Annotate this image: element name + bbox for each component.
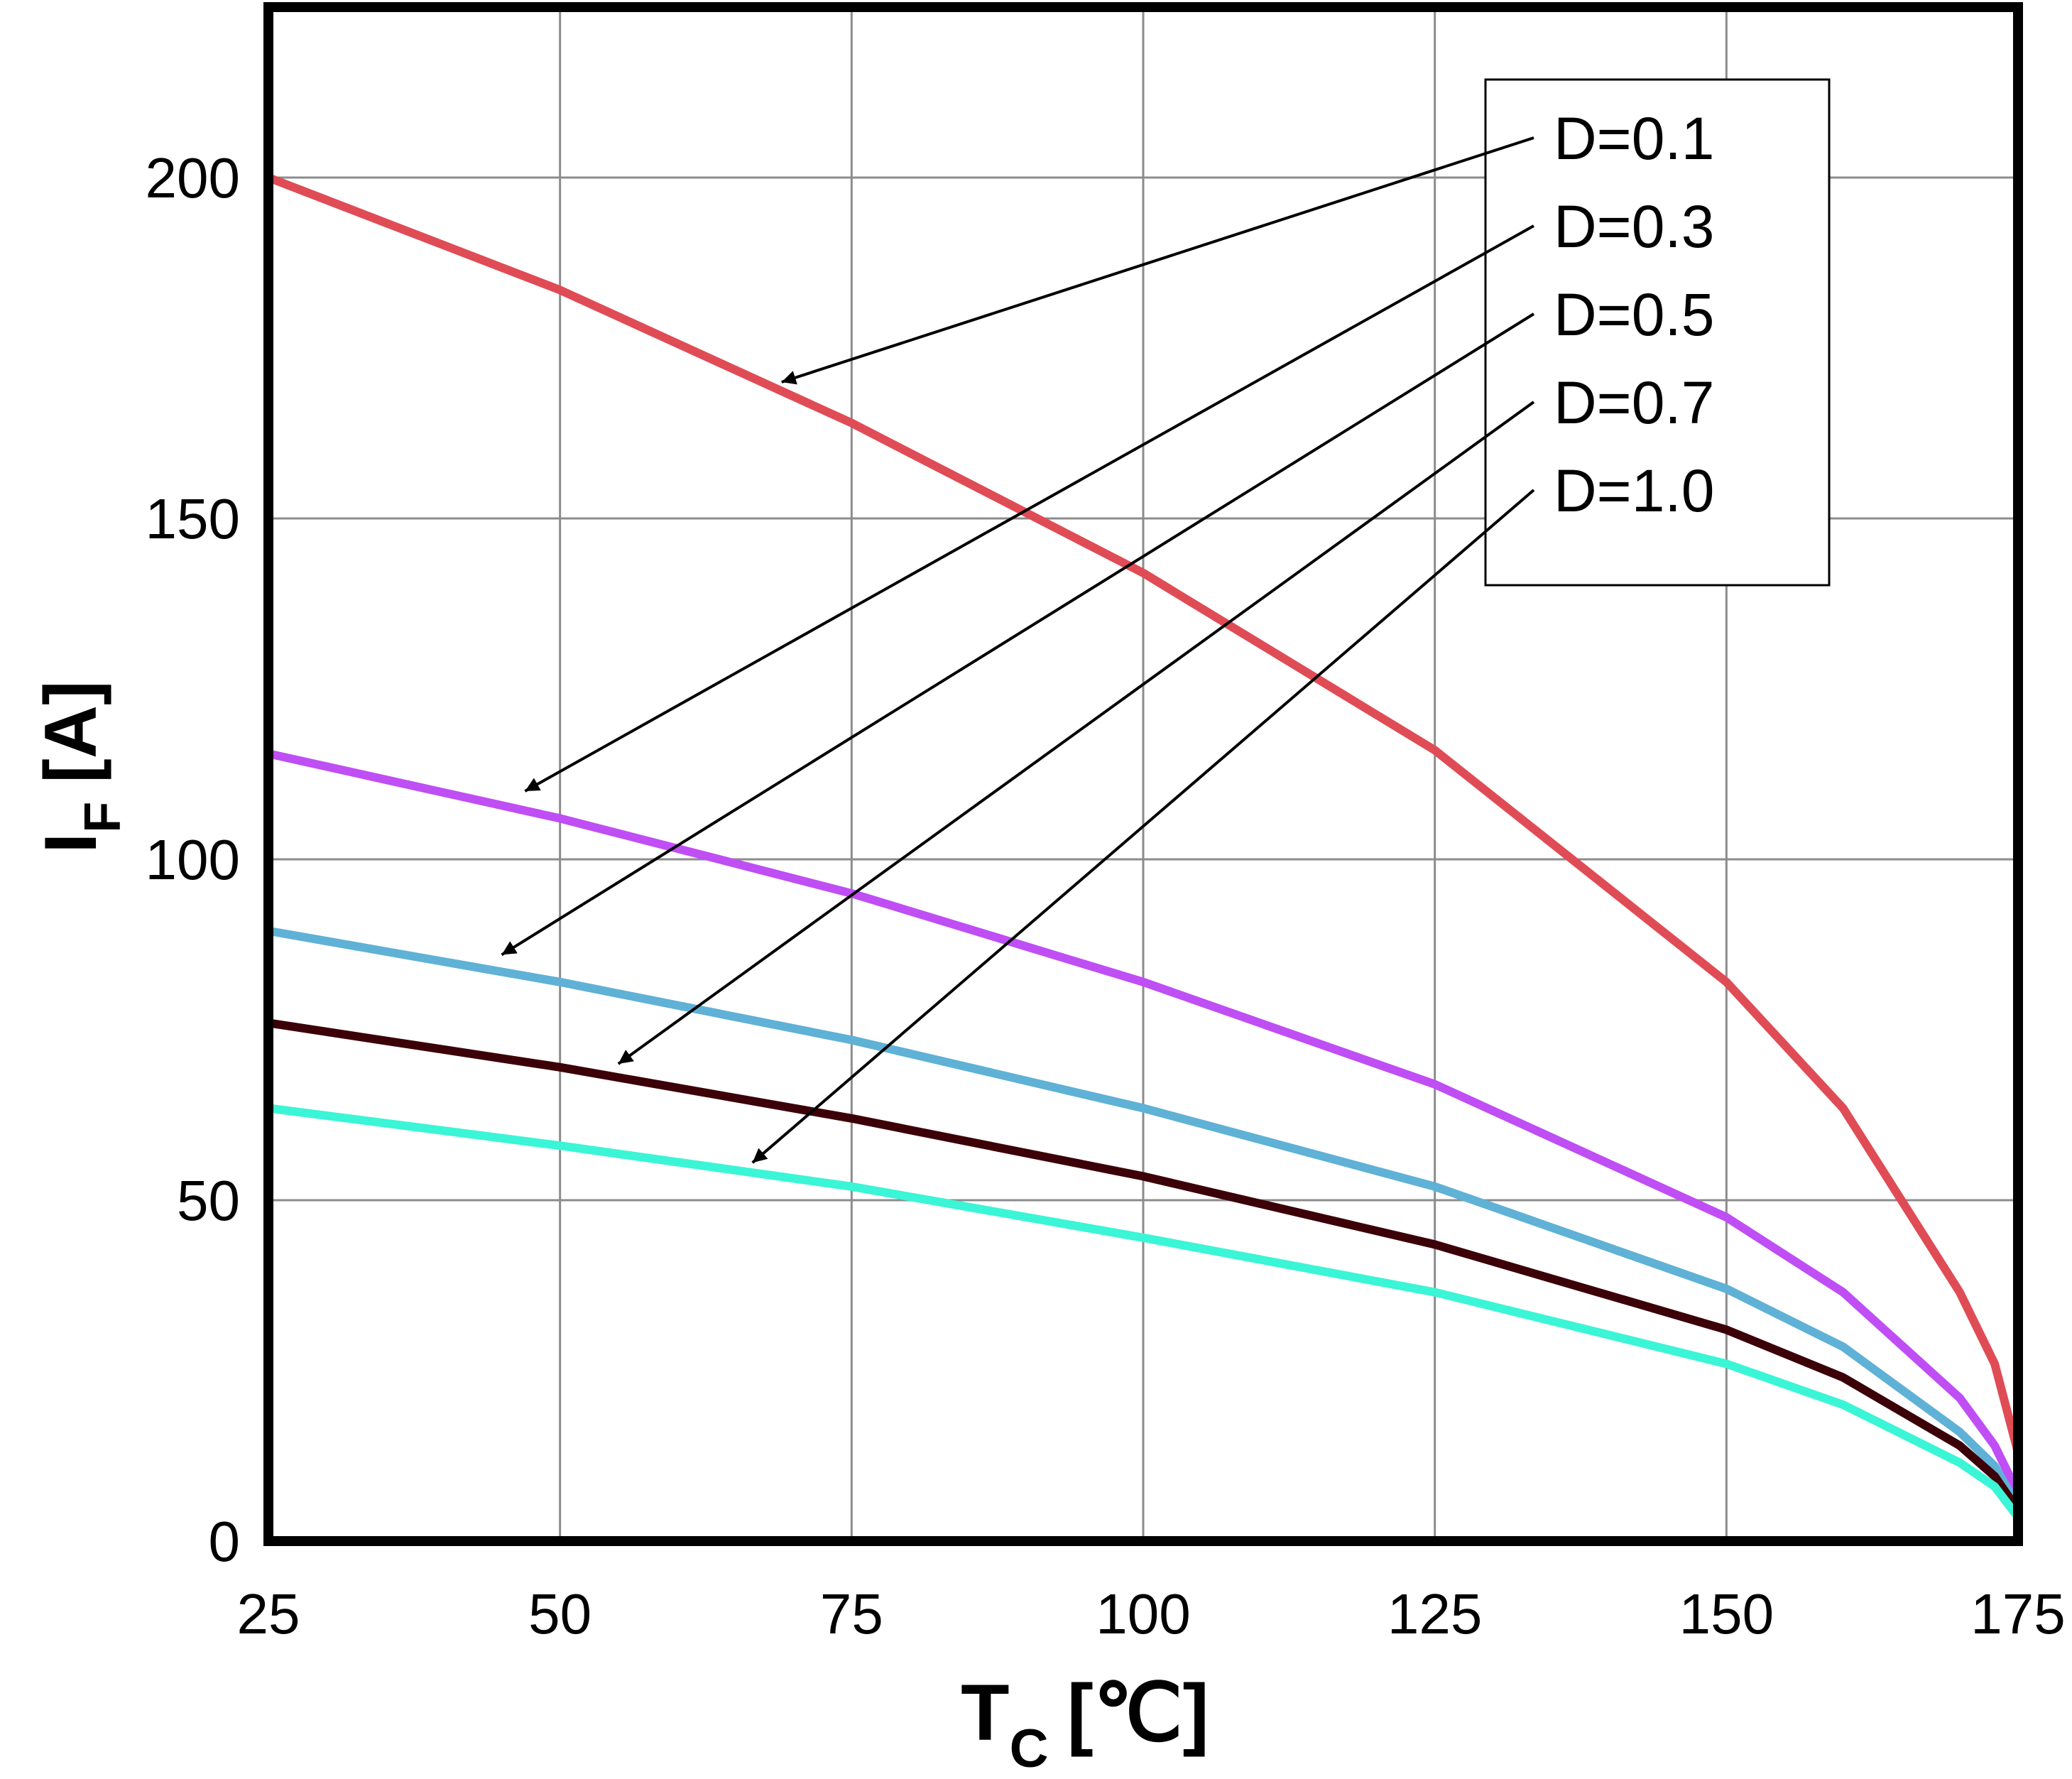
legend-box (1484, 78, 1831, 587)
annotation-arrow-D-1-0 (751, 489, 1535, 1164)
x-tick-label-50: 50 (528, 1582, 591, 1645)
y-tick-label-50: 50 (177, 1169, 240, 1232)
y-axis-title-sub: F (75, 802, 131, 833)
x-axis-title: TC [℃] (961, 1668, 1209, 1779)
x-tick-label-125: 125 (1387, 1582, 1482, 1645)
series-line-D-1-0 (264, 1104, 2022, 1522)
x-axis-title-sub: C (1010, 1719, 1049, 1779)
legend-label-D-1-0: D=1.0 (1554, 457, 1715, 524)
annotation-arrows (501, 136, 1535, 1164)
y-axis-title-main: I (30, 833, 112, 854)
series-line-D-0-5 (264, 926, 2022, 1511)
annotation-arrow-D-0-3 (524, 224, 1534, 793)
x-axis-title-main: T (961, 1668, 1009, 1757)
tick-labels: 25 50 75 100 125 150 175 0 50 100 150 200 (146, 146, 2066, 1645)
series-line-D-0-3 (264, 749, 2022, 1498)
y-tick-label-200: 200 (146, 146, 240, 210)
annotation-arrow-D-0-1 (781, 136, 1534, 385)
legend-label-D-0-1: D=0.1 (1554, 105, 1715, 172)
annotation-arrow-D-0-5 (501, 312, 1535, 957)
y-axis-title-unit: [A] (30, 680, 112, 783)
y-axis-title: IF [A] (30, 680, 131, 853)
series-lines (264, 173, 2022, 1522)
legend-label-D-0-3: D=0.3 (1554, 193, 1715, 260)
series-line-D-0-1 (264, 173, 2022, 1457)
legend: D=0.1 D=0.3 D=0.5 D=0.7 D=1.0 (1484, 78, 1831, 587)
legend-label-D-0-7: D=0.7 (1554, 369, 1715, 436)
x-tick-label-25: 25 (237, 1582, 300, 1645)
y-tick-label-100: 100 (146, 828, 240, 891)
x-tick-label-75: 75 (820, 1582, 883, 1645)
plot-frame (263, 2, 2023, 1546)
y-tick-label-150: 150 (146, 487, 240, 550)
annotation-arrow-D-0-7 (617, 401, 1535, 1065)
x-tick-label-100: 100 (1096, 1582, 1190, 1645)
x-tick-label-175: 175 (1970, 1582, 2065, 1645)
x-axis-title-unit: [℃] (1067, 1668, 1209, 1757)
y-tick-label-0: 0 (209, 1510, 241, 1573)
series-line-D-0-7 (264, 1018, 2022, 1515)
x-tick-label-150: 150 (1679, 1582, 1774, 1645)
legend-label-D-0-5: D=0.5 (1554, 281, 1715, 348)
